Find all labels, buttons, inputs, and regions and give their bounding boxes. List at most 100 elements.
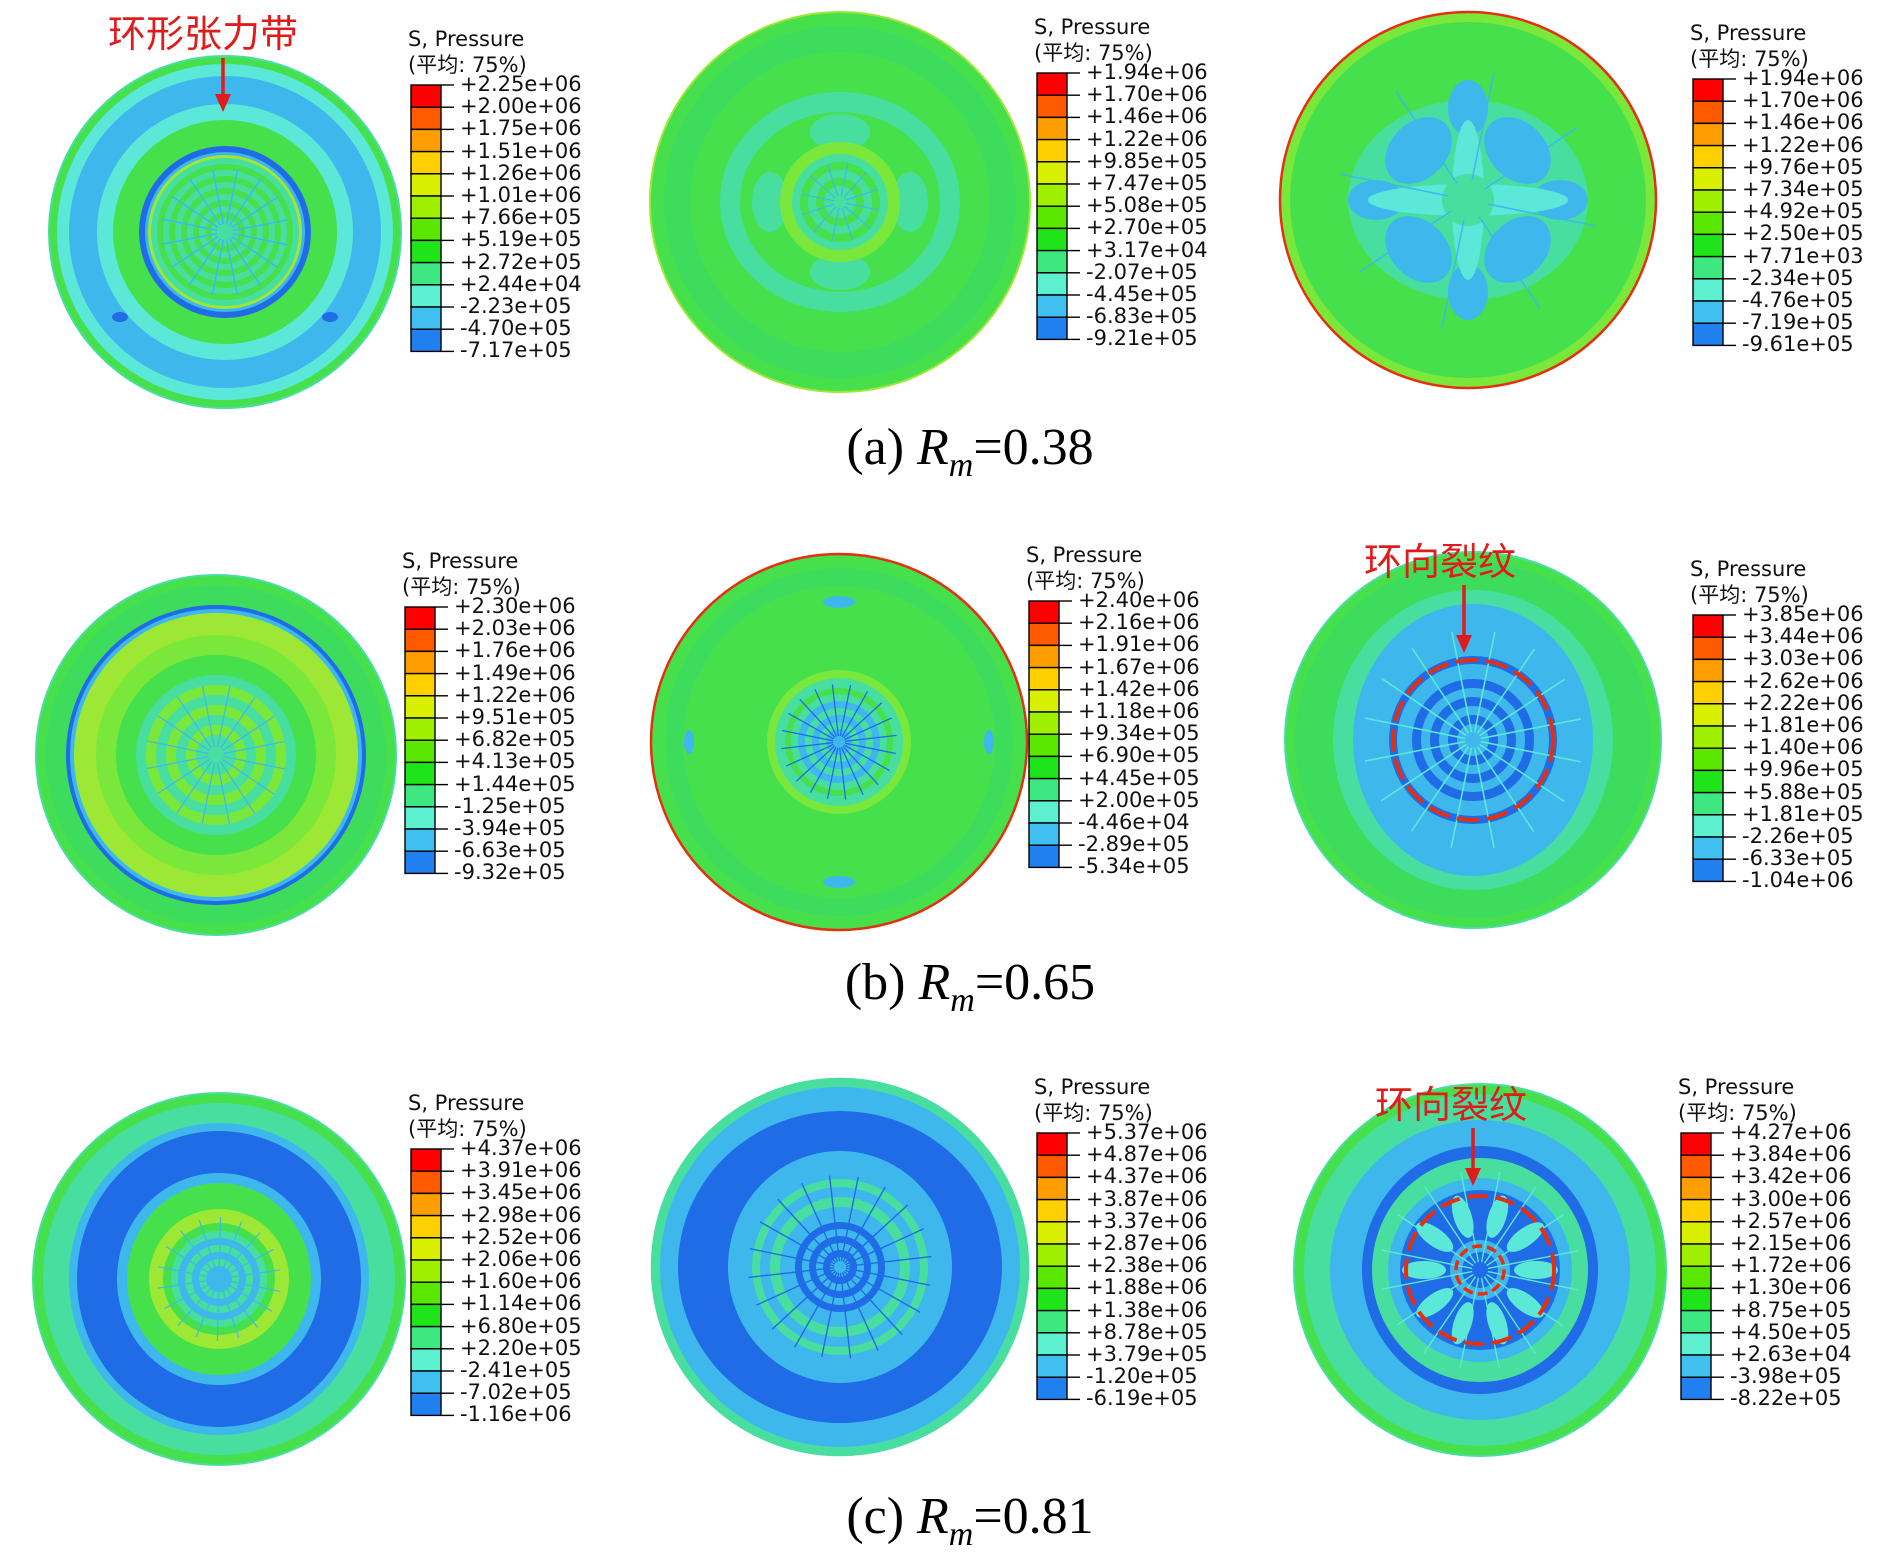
legend-value: +2.15e+06 (1730, 1231, 1852, 1255)
crack-line (1395, 91, 1458, 184)
crack-line (844, 742, 896, 755)
contour-disk (35, 574, 397, 936)
contour-band (1462, 1252, 1498, 1288)
legend-value: +2.52e+06 (460, 1224, 582, 1249)
crack-line (222, 1232, 261, 1275)
contour-band (1454, 1244, 1506, 1296)
legend-swatch (1680, 1332, 1712, 1356)
legend-swatch (1028, 755, 1060, 780)
crack-line (212, 169, 225, 225)
legend-title: S, Pressure (1034, 15, 1151, 39)
crack-line (785, 743, 834, 767)
crack-line (1479, 678, 1566, 737)
legend-swatch (404, 717, 436, 741)
contour-lobe (1385, 117, 1452, 184)
legend-swatch (1680, 1265, 1712, 1290)
legend-value: +3.03e+06 (1742, 646, 1864, 671)
legend-swatch (1036, 1265, 1068, 1290)
legend-value: -2.41e+05 (460, 1358, 572, 1382)
legend-value: +1.26e+06 (460, 160, 582, 185)
legend-value: -1.04e+06 (1742, 868, 1854, 893)
crack-line (171, 195, 219, 229)
legend-swatch (410, 1370, 442, 1394)
legend-swatch (1680, 1243, 1712, 1267)
crack-line (157, 1279, 214, 1289)
crack-line (799, 698, 836, 739)
legend-a1: S, Pressure (平均: 75%) +2.25e+06 +2.00e+06 +1… (408, 26, 658, 386)
crack-line (845, 1228, 924, 1266)
legend-value: -4.76e+05 (1742, 288, 1854, 312)
legend-value: -2.23e+05 (460, 294, 572, 318)
arrow-circumferential-crack-b (1456, 585, 1472, 653)
legend-value: +1.88e+06 (1086, 1275, 1208, 1300)
legend-swatch (410, 1237, 442, 1261)
legend-swatch (1692, 122, 1724, 147)
crack-line (777, 1198, 837, 1264)
legend-value: +1.30e+06 (1730, 1275, 1852, 1300)
legend-value: +9.96e+05 (1742, 757, 1864, 782)
plot-rim (649, 552, 1029, 932)
crack-line (188, 238, 222, 286)
legend-swatch (1028, 622, 1060, 647)
crack-line (219, 696, 256, 749)
contour-lobe (1486, 1195, 1509, 1238)
contour-lobe (892, 172, 928, 232)
crack-line (177, 1283, 216, 1326)
crack-line (222, 715, 275, 752)
crack-line (782, 729, 834, 742)
crack-line (222, 758, 275, 795)
legend-value: +8.78e+05 (1086, 1319, 1208, 1344)
legend-swatch (410, 1214, 442, 1239)
legend-value: -1.20e+05 (1086, 1364, 1198, 1389)
legend-swatch (404, 606, 436, 630)
contour-lobe (752, 172, 788, 232)
caption-b: (b) Rm=0.65 (844, 954, 1096, 1019)
legend-value: +2.62e+06 (1742, 668, 1864, 693)
legend-swatch (410, 1392, 442, 1417)
crack-line (216, 762, 230, 824)
legend-title: S, Pressure (1678, 1075, 1795, 1099)
crack-line (759, 1221, 836, 1265)
contour-lobe (1448, 80, 1488, 136)
crack-line (231, 235, 279, 269)
plot-rim (1278, 10, 1658, 390)
crack-line (800, 193, 835, 202)
legend-swatch (410, 128, 442, 153)
legend-swatch (404, 650, 436, 675)
annotation-circumferential-crack-c: 环向裂纹 (1375, 1083, 1528, 1127)
legend-swatch (1036, 1176, 1068, 1201)
contour-disk (649, 552, 1029, 932)
legend-swatch (1036, 138, 1068, 163)
legend-value: -2.89e+05 (1078, 832, 1190, 857)
crack-line (845, 1255, 932, 1268)
legend-value: +9.76e+05 (1742, 154, 1864, 179)
crack-line (223, 1281, 273, 1312)
contour-lobe (1448, 264, 1488, 320)
legend-swatch (1680, 1287, 1712, 1312)
legend-color-scale (1692, 614, 1736, 883)
legend-value: +3.79e+05 (1086, 1342, 1208, 1366)
legend-value: -6.19e+05 (1086, 1386, 1198, 1411)
legend-swatch (1036, 72, 1068, 96)
plot-rim (35, 574, 397, 936)
crack-line (189, 178, 222, 226)
legend-value: -3.94e+05 (454, 816, 566, 840)
contour-lobe (1506, 1222, 1544, 1252)
crack-line (840, 162, 849, 197)
crack-line (1484, 127, 1577, 190)
legend-swatch (1692, 300, 1724, 324)
crack-line (771, 1270, 837, 1330)
legend-value: +6.80e+05 (460, 1313, 582, 1338)
legend-value: +3.42e+06 (1730, 1164, 1852, 1189)
contour-disk (48, 55, 402, 409)
legend-value: +3.85e+06 (1742, 602, 1864, 626)
legend-swatch (1028, 844, 1060, 869)
legend-value: +2.22e+06 (1742, 690, 1864, 715)
legend-value: -1.25e+05 (454, 793, 566, 818)
legend-swatch (1036, 1354, 1068, 1378)
legend-c1: S, Pressure (平均: 75%) +4.37e+06 +3.91e+06 +3… (408, 1090, 658, 1450)
legend-swatch (1692, 769, 1724, 794)
legend-swatch (1036, 1243, 1068, 1267)
contour-ring (1457, 724, 1489, 756)
